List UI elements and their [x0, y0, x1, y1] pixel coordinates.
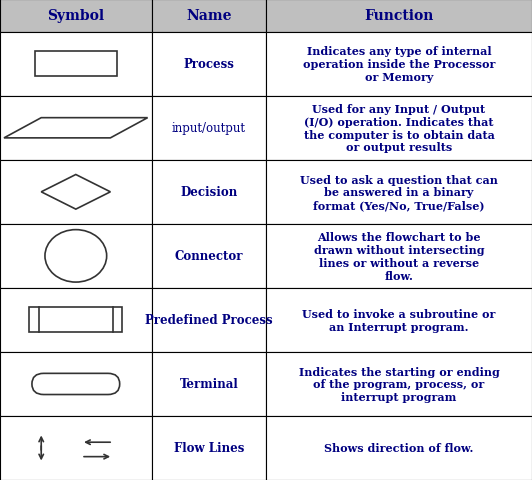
Bar	[152, 288, 266, 352]
Bar	[266, 224, 532, 288]
Text: Allows the flowchart to be
drawn without intersecting
lines or without a reverse: Allows the flowchart to be drawn without…	[314, 232, 484, 281]
Bar	[0, 96, 152, 160]
Bar	[266, 352, 532, 416]
Text: Connector: Connector	[174, 250, 243, 263]
Text: Indicates any type of internal
operation inside the Processor
or Memory: Indicates any type of internal operation…	[303, 47, 495, 83]
Text: Name: Name	[186, 9, 231, 24]
Text: Used to invoke a subroutine or
an Interrupt program.: Used to invoke a subroutine or an Interr…	[302, 308, 496, 332]
Text: Symbol: Symbol	[47, 9, 104, 24]
Text: Indicates the starting or ending
of the program, process, or
interrupt program: Indicates the starting or ending of the …	[298, 366, 500, 402]
Bar	[0, 416, 152, 480]
Text: Used for any Input / Output
(I/O) operation. Indicates that
the computer is to o: Used for any Input / Output (I/O) operat…	[304, 104, 494, 153]
Bar	[152, 352, 266, 416]
Bar	[0, 288, 152, 352]
Text: Terminal: Terminal	[179, 378, 238, 391]
Bar	[266, 0, 532, 33]
Bar	[0, 0, 152, 33]
Text: Function: Function	[364, 9, 434, 24]
Text: Predefined Process: Predefined Process	[145, 314, 272, 327]
Bar	[152, 0, 266, 33]
Bar	[152, 416, 266, 480]
Text: Used to ask a question that can
be answered in a binary
format (Yes/No, True/Fal: Used to ask a question that can be answe…	[300, 174, 498, 211]
Bar	[152, 33, 266, 96]
Bar	[0, 352, 152, 416]
Bar	[152, 224, 266, 288]
Text: Decision: Decision	[180, 186, 237, 199]
Bar	[152, 160, 266, 224]
Bar	[0, 33, 152, 96]
Text: Shows direction of flow.: Shows direction of flow.	[325, 443, 473, 454]
Bar	[0, 160, 152, 224]
Text: Flow Lines: Flow Lines	[173, 442, 244, 455]
Bar	[266, 416, 532, 480]
Bar	[266, 33, 532, 96]
Bar	[0, 224, 152, 288]
Bar	[152, 96, 266, 160]
Bar	[29, 308, 122, 333]
Bar	[266, 160, 532, 224]
Bar	[35, 52, 117, 77]
Bar	[266, 96, 532, 160]
Text: Process: Process	[184, 58, 234, 71]
Text: input/output: input/output	[172, 122, 246, 135]
Bar	[266, 288, 532, 352]
